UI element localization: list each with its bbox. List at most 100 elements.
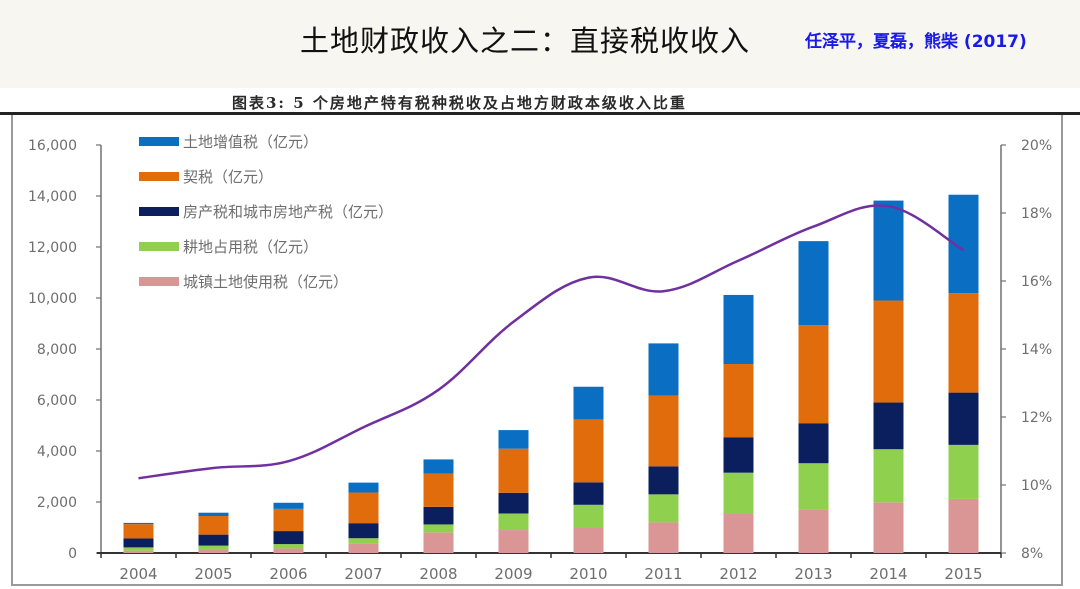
right-y-tick-label: 14% [1021, 342, 1052, 358]
axes: 0 2,000 4,000 6,000 8,000 10,000 12,000 14,000 1… [28, 138, 1052, 583]
x-tick-label: 2004 [119, 565, 157, 583]
left-y-tick-label: 12,000 [28, 240, 77, 256]
bar-segment-land-vat [798, 241, 829, 326]
bar-segment-property-tax [648, 466, 679, 495]
bar-segment-urban-land-tax [948, 498, 979, 553]
bar-segment-deed-tax [198, 516, 229, 535]
right-y-tick-label: 12% [1021, 410, 1052, 426]
bar-segment-urban-land-tax [423, 532, 454, 553]
legend-swatch-property-tax [139, 207, 179, 216]
chart-frame [11, 115, 1063, 586]
bar-segment-land-vat [198, 512, 229, 517]
bar-segment-land-vat [723, 294, 754, 365]
slide-source-citation: 任泽平，夏磊，熊柴 (2017) [805, 32, 1027, 52]
bar-segment-farmland-tax [498, 513, 529, 531]
bar-segment-deed-tax [723, 364, 754, 438]
left-y-tick-label: 10,000 [28, 291, 77, 307]
x-tick-label: 2011 [644, 565, 682, 583]
bar-segment-property-tax [798, 423, 829, 464]
right-y-tick-label: 18% [1021, 206, 1052, 222]
right-y-tick-label: 8% [1021, 546, 1043, 562]
x-tick-label: 2013 [794, 565, 832, 583]
bar-segment-farmland-tax [573, 504, 604, 529]
bar-segment-property-tax [573, 482, 604, 505]
bar-segment-land-vat [273, 502, 304, 509]
bar-segment-urban-land-tax [498, 530, 529, 553]
right-y-tick-label: 10% [1021, 478, 1052, 494]
x-tick-label: 2014 [869, 565, 907, 583]
left-y-tick-label: 6,000 [37, 393, 77, 409]
bar-segment-farmland-tax [348, 538, 379, 544]
bar-segment-urban-land-tax [273, 548, 304, 553]
caption-divider [0, 112, 1080, 115]
legend-swatch-deed-tax [139, 172, 179, 181]
bars [123, 194, 979, 553]
bar-segment-deed-tax [123, 524, 154, 539]
bar-segment-deed-tax [648, 395, 679, 467]
x-tick-label: 2006 [269, 565, 307, 583]
slide-title: 土地财政收入之二：直接税收收入 [300, 24, 751, 58]
figure-caption: 图表3: 5 个房地产特有税种税收及占地方财政本级收入比重 [232, 94, 687, 112]
bar-segment-deed-tax [273, 508, 304, 532]
bar-segment-farmland-tax [723, 472, 754, 514]
bar-segment-deed-tax [348, 492, 379, 524]
legend-label-deed-tax: 契税（亿元） [183, 168, 273, 186]
left-y-tick-label: 14,000 [28, 189, 77, 205]
bar-segment-land-vat [873, 200, 904, 301]
bar-segment-urban-land-tax [648, 522, 679, 553]
bar-segment-farmland-tax [873, 449, 904, 503]
bar-segment-farmland-tax [948, 444, 979, 499]
bar-segment-deed-tax [498, 448, 529, 493]
legend-swatch-farmland-tax [139, 242, 179, 251]
bar-segment-property-tax [423, 506, 454, 525]
bar-segment-deed-tax [573, 419, 604, 483]
bar-segment-property-tax [873, 402, 904, 450]
bar-segment-farmland-tax [423, 524, 454, 533]
bar-segment-property-tax [273, 531, 304, 545]
left-y-tick-label: 2,000 [37, 495, 77, 511]
bar-segment-urban-land-tax [723, 513, 754, 553]
x-tick-label: 2012 [719, 565, 757, 583]
bar-segment-land-vat [573, 386, 604, 420]
bar-segment-property-tax [348, 523, 379, 539]
bar-segment-deed-tax [873, 300, 904, 403]
legend-label-urban-land-tax: 城镇土地使用税（亿元） [183, 273, 348, 291]
legend-label-land-vat: 土地增值税（亿元） [183, 133, 318, 151]
legend-label-property-tax: 房产税和城市房地产税（亿元） [183, 203, 393, 221]
bar-segment-property-tax [723, 437, 754, 473]
bar-segment-property-tax [123, 538, 154, 548]
bar-segment-deed-tax [948, 293, 979, 393]
bar-segment-urban-land-tax [873, 502, 904, 553]
legend-swatch-urban-land-tax [139, 277, 179, 286]
bar-segment-urban-land-tax [123, 550, 154, 553]
bar-segment-property-tax [948, 392, 979, 445]
bar-segment-farmland-tax [798, 463, 829, 510]
left-y-tick-label: 4,000 [37, 444, 77, 460]
bar-segment-farmland-tax [273, 544, 304, 549]
bar-segment-land-vat [423, 459, 454, 474]
bar-segment-urban-land-tax [798, 509, 829, 553]
x-tick-label: 2007 [344, 565, 382, 583]
left-y-tick-label: 0 [68, 546, 77, 562]
bar-segment-property-tax [198, 534, 229, 546]
x-tick-label: 2010 [569, 565, 607, 583]
bar-segment-land-vat [648, 343, 679, 396]
ratio-line-layer [138, 204, 965, 480]
bar-segment-land-vat [348, 482, 379, 493]
x-tick-label: 2009 [494, 565, 532, 583]
legend: 土地增值税（亿元） 契税（亿元） 房产税和城市房地产税（亿元） 耕地占用税（亿元） 城镇… [139, 133, 393, 291]
slide-header: 土地财政收入之二：直接税收收入 任泽平，夏磊，熊柴 (2017) [0, 0, 1080, 88]
legend-label-farmland-tax: 耕地占用税（亿元） [183, 238, 318, 256]
bar-segment-deed-tax [798, 325, 829, 424]
bar-segment-deed-tax [423, 473, 454, 507]
x-tick-label: 2015 [944, 565, 982, 583]
left-y-tick-label: 16,000 [28, 138, 77, 154]
bar-segment-farmland-tax [198, 545, 229, 550]
ratio-line [138, 204, 965, 480]
right-y-tick-label: 20% [1021, 138, 1052, 154]
bar-segment-land-vat [498, 430, 529, 449]
bar-segment-urban-land-tax [198, 549, 229, 553]
bar-segment-farmland-tax [123, 547, 154, 551]
right-y-tick-label: 16% [1021, 274, 1052, 290]
